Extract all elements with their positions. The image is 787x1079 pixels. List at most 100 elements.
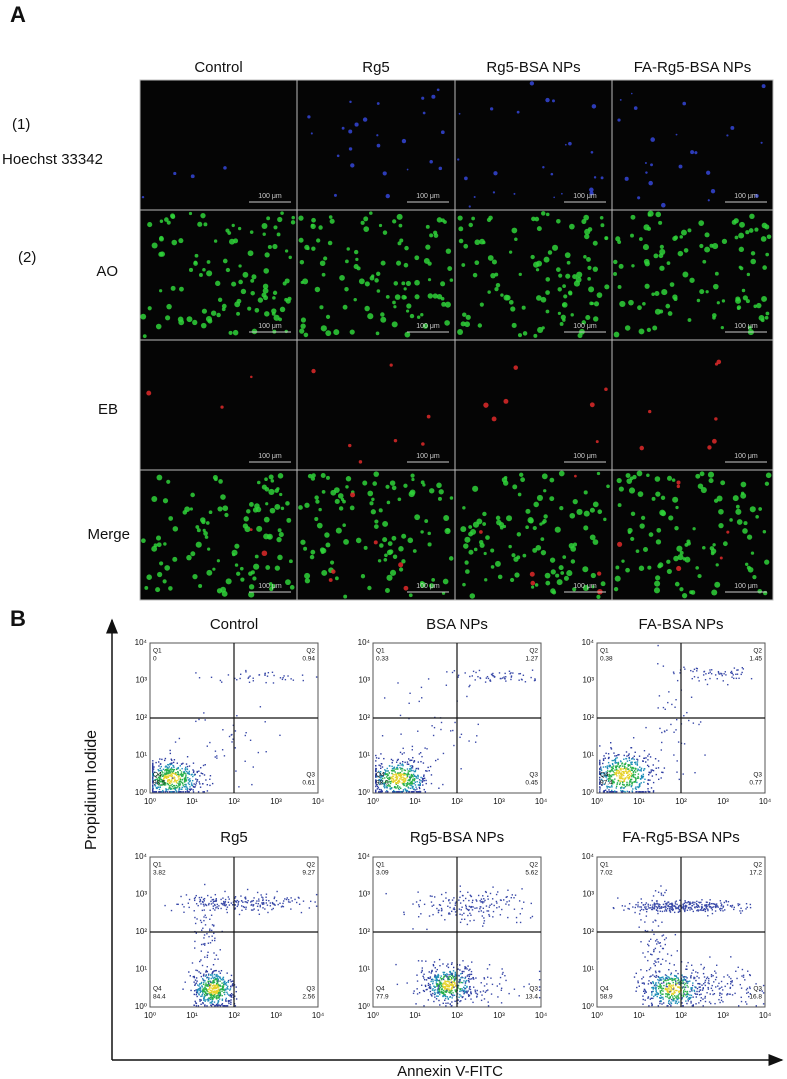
event [610, 766, 613, 768]
event [657, 985, 659, 988]
cell [597, 509, 603, 515]
event [437, 991, 440, 994]
cell [349, 505, 355, 511]
event [184, 778, 187, 780]
cell [517, 333, 522, 338]
event [501, 908, 503, 911]
cell [436, 294, 443, 300]
event [672, 981, 674, 984]
cell [382, 537, 388, 543]
event [302, 900, 305, 902]
cell [384, 588, 390, 593]
event [186, 756, 189, 758]
cell [667, 311, 673, 316]
event [245, 671, 247, 673]
cell [592, 240, 598, 246]
cell [617, 240, 622, 245]
event [173, 791, 175, 793]
event [407, 787, 410, 789]
event [433, 993, 436, 996]
event [392, 789, 395, 792]
event [614, 791, 616, 793]
event [450, 981, 453, 984]
cell [630, 92, 633, 95]
quadrant-value: 77.9 [376, 994, 389, 1001]
event [607, 785, 609, 788]
cell [549, 557, 556, 563]
event [670, 987, 673, 990]
event [163, 781, 165, 783]
event [193, 770, 195, 772]
event [411, 780, 414, 782]
event [301, 674, 304, 676]
event [236, 679, 238, 681]
event [467, 990, 469, 992]
cell [702, 545, 706, 550]
event [445, 1005, 447, 1007]
cell [202, 267, 206, 272]
event [609, 791, 611, 793]
cell [420, 313, 424, 317]
event [208, 997, 210, 999]
cell [336, 154, 340, 158]
event [650, 908, 653, 911]
event [447, 997, 449, 1000]
event [698, 990, 700, 993]
event [165, 790, 167, 793]
event [161, 779, 163, 781]
scale-bar-label: 100 μm [573, 323, 597, 330]
event [203, 973, 205, 975]
event [448, 899, 450, 902]
event [167, 776, 170, 779]
event [155, 782, 157, 784]
cell [398, 223, 403, 228]
event [181, 786, 183, 789]
event [703, 908, 706, 910]
cell [330, 560, 335, 565]
event [191, 773, 193, 776]
cell [328, 578, 333, 582]
cell [508, 250, 513, 254]
cell [320, 473, 326, 478]
cell [597, 571, 602, 576]
event [623, 754, 625, 757]
event [645, 910, 648, 913]
event [628, 769, 631, 772]
event [659, 1000, 661, 1003]
cell [704, 232, 710, 238]
event [196, 779, 199, 781]
event [608, 779, 610, 782]
event [606, 787, 608, 789]
event [265, 681, 267, 684]
event [160, 769, 163, 772]
cell [627, 530, 632, 535]
event [681, 979, 683, 981]
cell [429, 488, 435, 494]
event [667, 701, 669, 704]
event [669, 989, 672, 991]
event [417, 916, 420, 918]
event [655, 982, 657, 984]
cell [500, 293, 504, 297]
event [660, 989, 663, 992]
cell [198, 272, 203, 277]
event [731, 906, 733, 908]
cell [190, 551, 196, 557]
event [696, 987, 699, 990]
event [632, 773, 635, 775]
quadrant-name: Q2 [306, 862, 315, 869]
event [623, 758, 625, 760]
event [501, 677, 504, 679]
cell [535, 544, 542, 551]
event [172, 769, 175, 771]
event [266, 904, 269, 906]
event [626, 776, 628, 778]
event [383, 781, 385, 784]
event [200, 767, 202, 769]
event [252, 899, 255, 902]
cell [550, 569, 556, 575]
event [265, 893, 268, 895]
event [622, 768, 624, 770]
x-tick-label: 10² [228, 797, 240, 806]
event [718, 673, 720, 675]
